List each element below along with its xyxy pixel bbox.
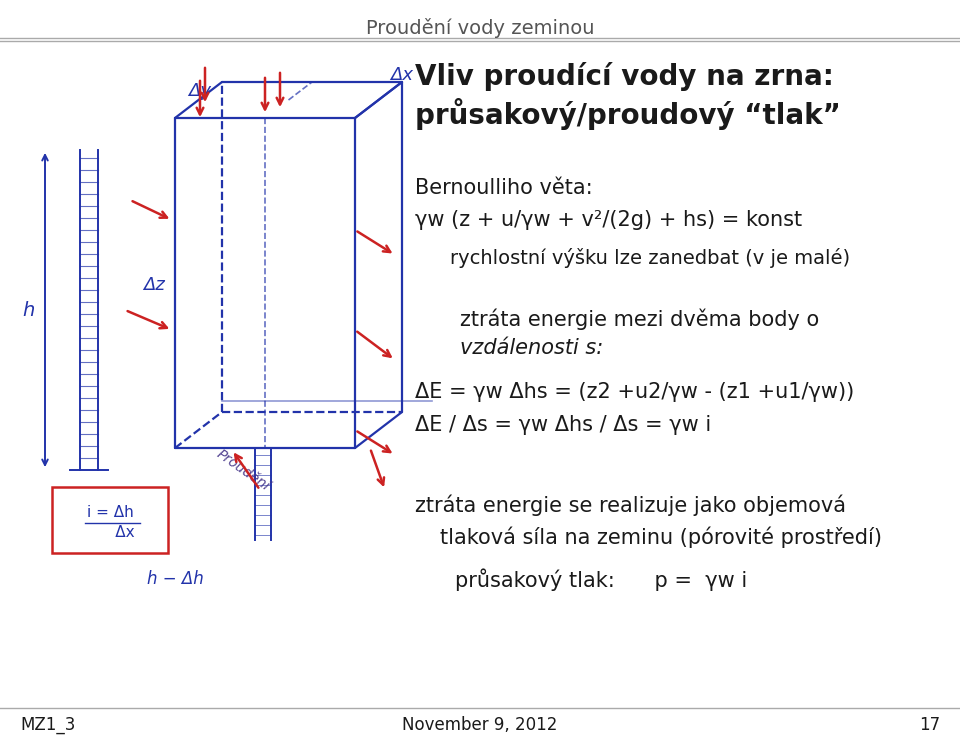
Text: ztráta energie se realizuje jako objemová: ztráta energie se realizuje jako objemov… (415, 495, 846, 517)
Text: h: h (23, 300, 35, 319)
Text: γw (z + u/γw + v²/(2g) + hs) = konst: γw (z + u/γw + v²/(2g) + hs) = konst (415, 210, 803, 230)
Text: Proudění: Proudění (214, 447, 272, 493)
Text: Proudění vody zeminou: Proudění vody zeminou (366, 18, 594, 38)
Text: ΔE = γw Δhs = (z2 +u2/γw - (z1 +u1/γw)): ΔE = γw Δhs = (z2 +u2/γw - (z1 +u1/γw)) (415, 382, 854, 402)
Text: Δz: Δz (143, 276, 165, 294)
Text: h − Δh: h − Δh (147, 570, 204, 588)
Text: tlaková síla na zeminu (pórovité prostředí): tlaková síla na zeminu (pórovité prostře… (440, 527, 882, 548)
Text: vzdálenosti s:: vzdálenosti s: (460, 338, 603, 358)
FancyBboxPatch shape (52, 487, 168, 553)
Text: MZ1_3: MZ1_3 (20, 716, 76, 734)
Text: Bernoulliho věta:: Bernoulliho věta: (415, 178, 592, 198)
Text: průsakový tlak:      p =  γw i: průsakový tlak: p = γw i (455, 568, 747, 590)
Text: průsakový/proudový “tlak”: průsakový/proudový “tlak” (415, 98, 841, 130)
Text: ztráta energie mezi dvěma body o: ztráta energie mezi dvěma body o (460, 308, 819, 330)
Text: Δx: Δx (85, 525, 134, 540)
Text: Δy: Δy (188, 82, 211, 100)
Text: ΔE / Δs = γw Δhs / Δs = γw i: ΔE / Δs = γw Δhs / Δs = γw i (415, 415, 711, 435)
Text: Vliv proudící vody na zrna:: Vliv proudící vody na zrna: (415, 62, 834, 91)
Text: Δx: Δx (390, 66, 413, 84)
Text: i = Δh: i = Δh (86, 505, 133, 520)
Text: rychlostní výšku lze zanedbat (v je malé): rychlostní výšku lze zanedbat (v je malé… (450, 248, 851, 268)
Text: November 9, 2012: November 9, 2012 (402, 716, 558, 734)
Text: 17: 17 (919, 716, 940, 734)
